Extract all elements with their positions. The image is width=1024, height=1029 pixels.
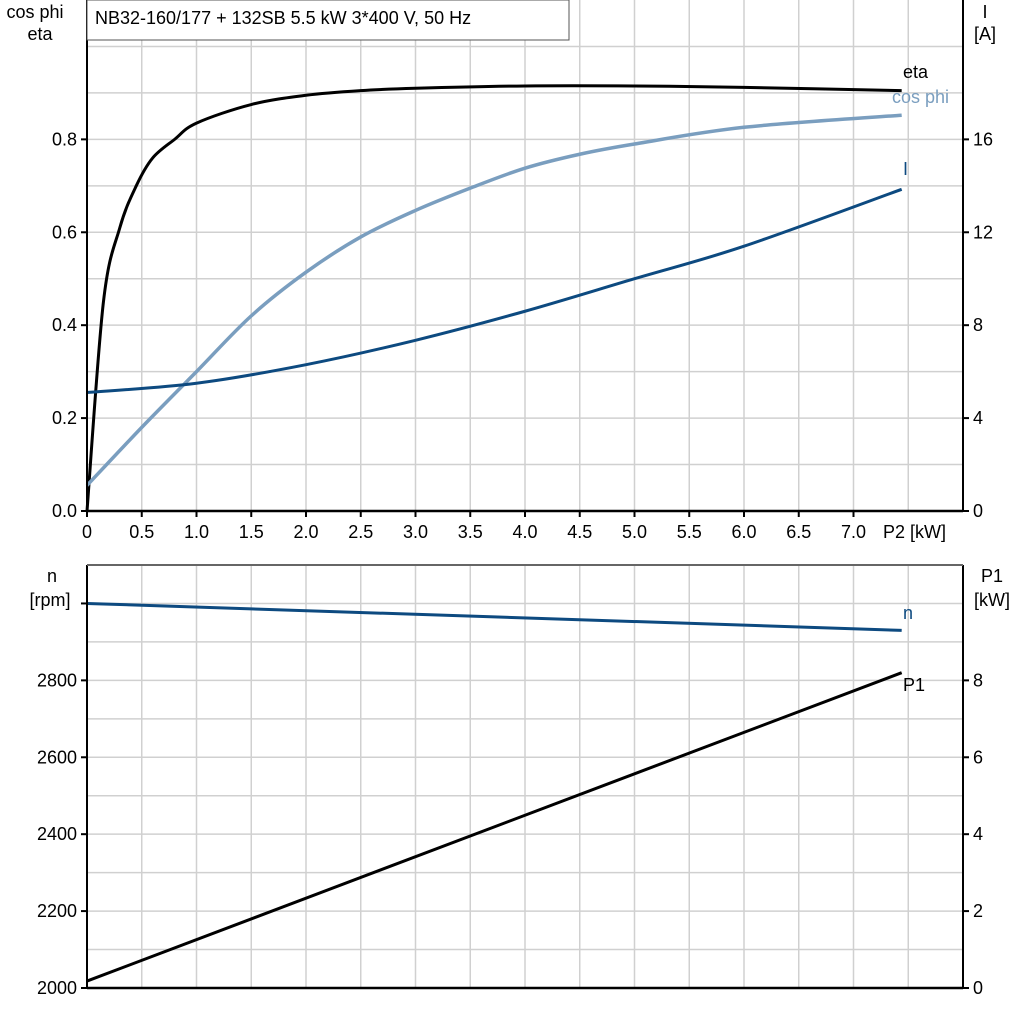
right-tick-label: 8 <box>973 315 983 335</box>
x-tick-label: 0 <box>82 522 92 542</box>
x-tick-label: 7.0 <box>841 522 866 542</box>
right-tick-label: 12 <box>973 222 993 242</box>
curve-cos-phi <box>85 113 902 487</box>
top-right-axis-label-2: [A] <box>974 24 996 44</box>
bottom-right-axis-label-2: [kW] <box>974 590 1010 610</box>
left-tick-label: 0.0 <box>52 501 77 521</box>
x-axis-label: P2 [kW] <box>883 522 946 542</box>
bottom-left-axis-label-1: n <box>47 566 57 586</box>
series-label-eta: eta <box>903 62 929 82</box>
right-tick-label: 2 <box>973 901 983 921</box>
right-tick-label: 8 <box>973 670 983 690</box>
left-tick-label: 0.8 <box>52 129 77 149</box>
bottom-grid <box>87 565 963 988</box>
right-tick-label: 4 <box>973 408 983 428</box>
x-tick-label: 2.0 <box>293 522 318 542</box>
right-tick-label: 6 <box>973 747 983 767</box>
bottom-left-axis-label-2: [rpm] <box>29 590 70 610</box>
x-tick-label: 5.0 <box>622 522 647 542</box>
x-tick-label: 1.0 <box>184 522 209 542</box>
left-tick-label: 2800 <box>37 670 77 690</box>
right-tick-label: 0 <box>973 501 983 521</box>
curve-I <box>86 187 903 395</box>
curves <box>85 84 903 983</box>
bottom-right-axis-label-1: P1 <box>981 566 1003 586</box>
right-tick-label: 16 <box>973 129 993 149</box>
chart-title: NB32-160/177 + 132SB 5.5 kW 3*400 V, 50 … <box>95 8 471 28</box>
top-grid <box>87 0 963 511</box>
title-box <box>86 0 570 41</box>
axes: 0.0 0.2 0.4 0.6 0.8 0 4 8 12 16 0 0.5 1.0 1.5 2.0 2.5 3.… <box>37 0 993 998</box>
curve-n <box>86 601 902 632</box>
x-tick-label: 1.5 <box>239 522 264 542</box>
curve-P1 <box>86 671 903 983</box>
x-tick-label: 2.5 <box>348 522 373 542</box>
x-tick-label: 6.5 <box>786 522 811 542</box>
x-tick-label: 3.5 <box>458 522 483 542</box>
left-tick-label: 2000 <box>37 978 77 998</box>
x-tick-label: 5.5 <box>677 522 702 542</box>
top-left-axis-label-2: eta <box>27 24 53 44</box>
left-tick-label: 2200 <box>37 901 77 921</box>
left-tick-label: 2600 <box>37 747 77 767</box>
x-tick-label: 4.0 <box>512 522 537 542</box>
series-label-I: I <box>903 159 908 179</box>
right-tick-label: 0 <box>973 978 983 998</box>
top-left-axis-label-1: cos phi <box>6 2 63 22</box>
right-tick-label: 4 <box>973 824 983 844</box>
left-tick-label: 0.4 <box>52 315 77 335</box>
x-tick-label: 0.5 <box>129 522 154 542</box>
x-tick-label: 6.0 <box>731 522 756 542</box>
x-tick-label: 3.0 <box>403 522 428 542</box>
x-tick-label: 4.5 <box>567 522 592 542</box>
series-label-n: n <box>903 603 913 623</box>
series-label-cos-phi: cos phi <box>892 87 949 107</box>
left-tick-label: 0.6 <box>52 222 77 242</box>
series-label-P1: P1 <box>903 675 925 695</box>
top-right-axis-label-1: I <box>982 2 987 22</box>
curve-eta <box>85 84 902 512</box>
left-tick-label: 0.2 <box>52 408 77 428</box>
left-tick-label: 2400 <box>37 824 77 844</box>
